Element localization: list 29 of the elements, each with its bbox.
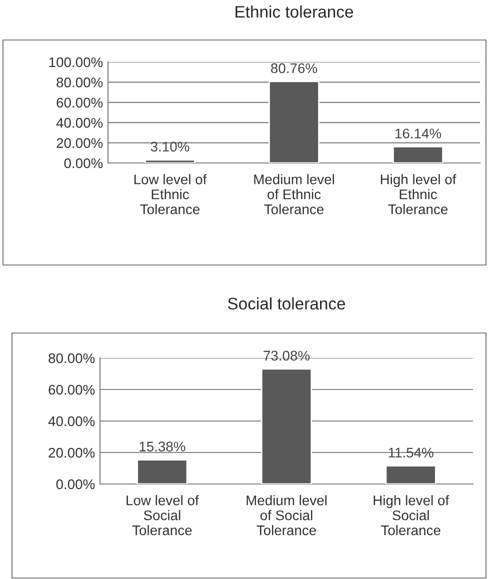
x-tick-label: Low level of Social Tolerance xyxy=(126,495,199,536)
chart-title: Ethnic tolerance xyxy=(236,5,354,18)
y-tick-label: 0.00% xyxy=(56,479,95,490)
y-tick-label: 80.00% xyxy=(48,353,95,364)
chart-title: Social tolerance xyxy=(228,297,346,310)
y-tick-label: 0.00% xyxy=(64,158,103,168)
y-tick-label: 60.00% xyxy=(56,98,103,108)
x-tick-label: Medium level of Social Tolerance xyxy=(246,495,326,536)
y-tick-label: 20.00% xyxy=(56,138,103,148)
y-tick-label: 100.00% xyxy=(49,57,103,68)
y-tick-label: 40.00% xyxy=(56,118,103,128)
bar xyxy=(268,80,320,163)
x-tick-label: Low level of Ethnic Tolerance xyxy=(134,174,207,214)
x-tick-label: Medium level of Ethnic Tolerance xyxy=(254,174,334,214)
y-tick-label: 60.00% xyxy=(48,384,95,395)
data-label: 16.14% xyxy=(396,128,442,138)
bar xyxy=(144,159,196,163)
bar xyxy=(392,146,444,163)
bar xyxy=(260,368,312,484)
y-tick-label: 40.00% xyxy=(48,416,95,426)
x-tick-label: High level of Social Tolerance xyxy=(374,495,450,536)
x-tick-label: High level of Ethnic Tolerance xyxy=(380,174,456,214)
bar xyxy=(385,465,436,484)
y-tick-label: 80.00% xyxy=(56,78,103,88)
data-label: 80.76% xyxy=(271,63,318,74)
y-tick-label: 20.00% xyxy=(48,448,95,458)
bar xyxy=(136,459,188,484)
data-label: 15.38% xyxy=(140,442,186,452)
data-label: 3.10% xyxy=(150,142,190,152)
